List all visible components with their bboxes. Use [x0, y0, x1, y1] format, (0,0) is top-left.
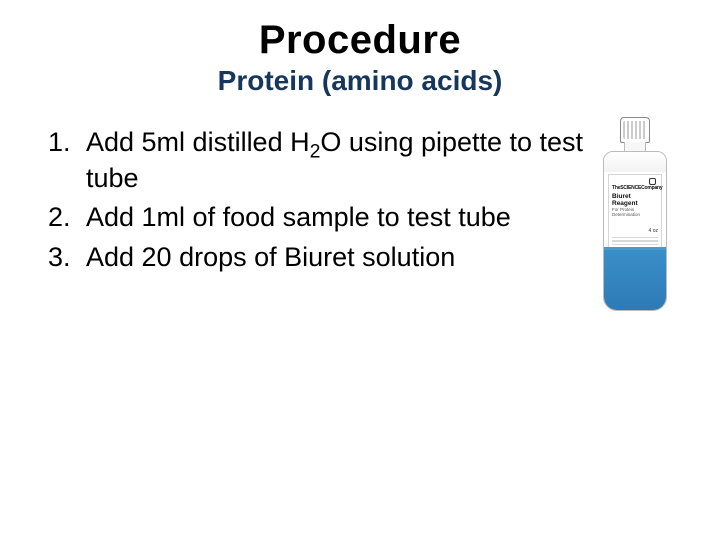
bottle-product-name: Biuret Reagent: [612, 193, 658, 207]
slide-subtitle: Protein (amino acids): [30, 65, 690, 97]
step-item: Add 1ml of food sample to test tube: [78, 200, 586, 236]
bottle-label-lines: [612, 237, 658, 246]
bottle-shoulder: [604, 152, 666, 172]
bottle-image: TheSCIENCECompany Biuret Reagent For Pro…: [580, 117, 690, 317]
slide: Procedure Protein (amino acids) Add 5ml …: [0, 0, 720, 540]
content-row: Add 5ml distilled H2O using pipette to t…: [30, 125, 690, 317]
bottle-cap: [620, 117, 650, 143]
procedure-list: Add 5ml distilled H2O using pipette to t…: [40, 125, 586, 276]
step-text-pre: Add 5ml distilled H: [86, 127, 310, 157]
bottle-brand-text: TheSCIENCECompany: [612, 185, 663, 191]
bottle-liquid: [604, 250, 666, 310]
bottle-volume: 4 oz: [612, 228, 658, 234]
procedure-list-container: Add 5ml distilled H2O using pipette to t…: [30, 125, 586, 280]
step-text: Add 20 drops of Biuret solution: [86, 242, 455, 272]
step-item: Add 20 drops of Biuret solution: [78, 240, 586, 276]
step-text: Add 1ml of food sample to test tube: [86, 202, 511, 232]
bottle-label: TheSCIENCECompany Biuret Reagent For Pro…: [608, 174, 662, 248]
step-item: Add 5ml distilled H2O using pipette to t…: [78, 125, 586, 196]
bottle-product-subtext: For Protein Determination: [612, 208, 658, 218]
brand-logo-icon: [649, 178, 656, 185]
reagent-bottle-icon: TheSCIENCECompany Biuret Reagent For Pro…: [603, 117, 667, 317]
step-subscript: 2: [310, 140, 321, 162]
bottle-body: TheSCIENCECompany Biuret Reagent For Pro…: [603, 151, 667, 311]
slide-title: Procedure: [30, 18, 690, 63]
bottle-brand: TheSCIENCECompany: [612, 178, 658, 191]
